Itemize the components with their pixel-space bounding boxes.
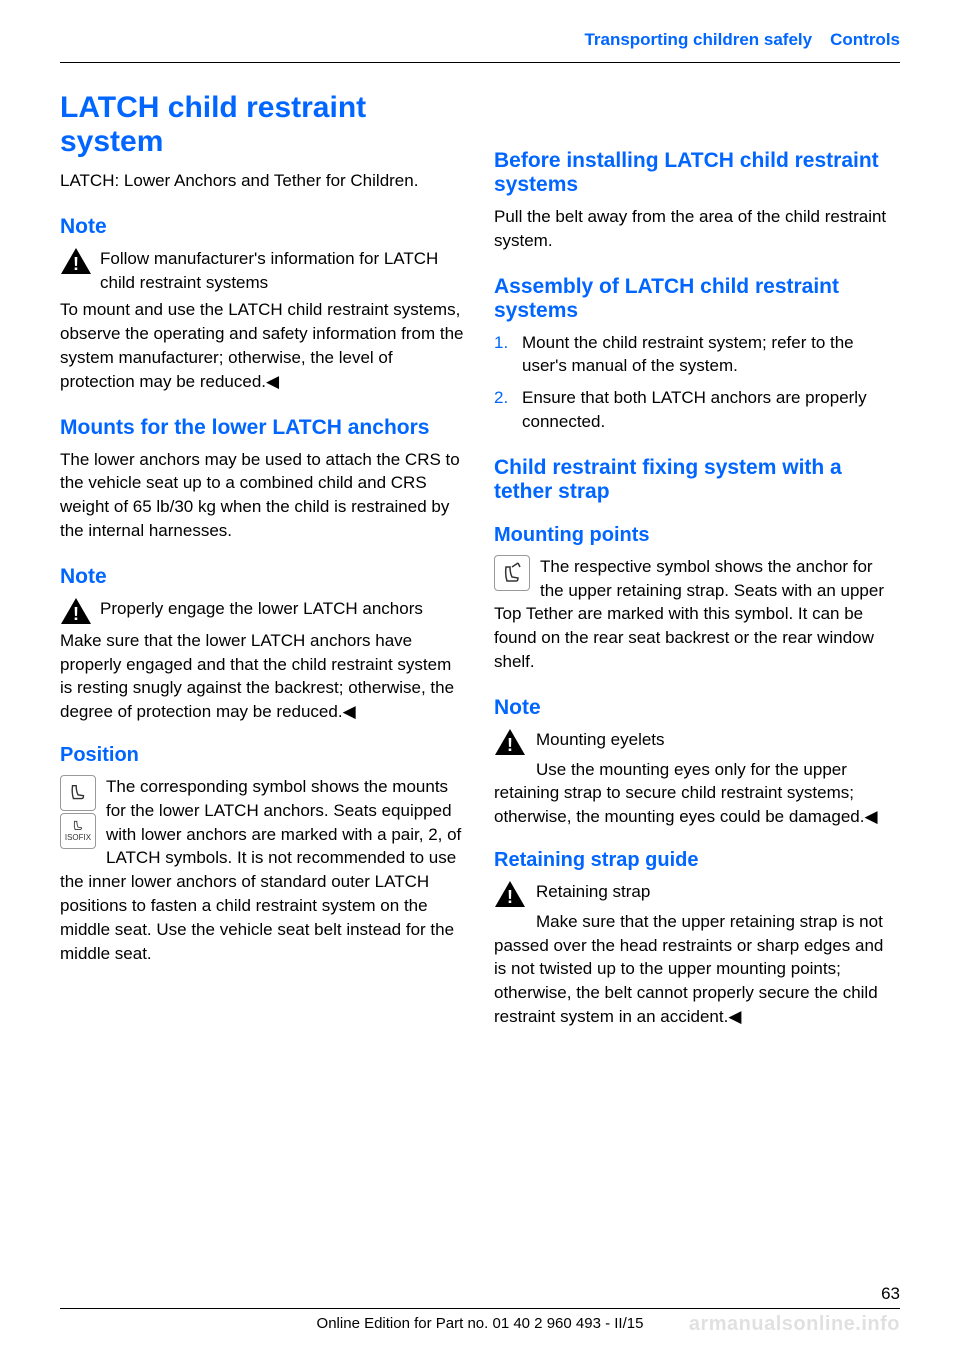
note1-body: To mount and use the LATCH child restrai…	[60, 298, 466, 393]
svg-text:!: !	[507, 735, 513, 755]
note3-warn-text: Mounting eyelets	[494, 728, 900, 752]
note2-body: Make sure that the lower LATCH anchors h…	[60, 629, 466, 724]
header-chapter: Transporting children safely	[584, 30, 812, 50]
note3-block: ! Mounting eyelets Use the mounting eyes…	[494, 728, 900, 829]
tether-symbol-icon	[494, 555, 530, 591]
note3-heading: Note	[494, 696, 900, 720]
content-columns: LATCH child restraint system LATCH: Lowe…	[0, 91, 960, 1035]
header-section: Controls	[830, 30, 900, 50]
mounts-body: The lower anchors may be used to attach …	[60, 448, 466, 543]
isofix-label: ISOFIX	[65, 833, 91, 842]
left-column: LATCH child restraint system LATCH: Lowe…	[60, 91, 466, 1035]
note2-heading: Note	[60, 565, 466, 589]
note3-body: Use the mounting eyes only for the up­pe…	[494, 758, 900, 829]
warning-icon: !	[494, 880, 526, 908]
intro-text: LATCH: Lower Anchors and Tether for Chil…	[60, 169, 466, 193]
svg-text:!: !	[73, 604, 79, 624]
footer-rule	[60, 1308, 900, 1309]
mounting-block: The respective symbol shows the an­chor …	[494, 555, 900, 674]
mounting-body: The respective symbol shows the an­chor …	[494, 555, 900, 674]
assembly-item-1: Mount the child restraint system; refer …	[494, 331, 900, 379]
note1-warn-text: Follow manufacturer's information for LA…	[100, 247, 466, 295]
retain-body: Make sure that the upper retaining strap…	[494, 910, 900, 1029]
assembly-item-2: Ensure that both LATCH anchors are prop­…	[494, 386, 900, 434]
note2-warning: ! Properly engage the lower LATCH an­cho…	[60, 597, 466, 625]
warning-icon: !	[60, 247, 92, 275]
position-heading: Position	[60, 744, 466, 767]
watermark: armanualsonline.info	[689, 1313, 900, 1336]
position-body: The corresponding symbol shows the mount…	[60, 775, 466, 965]
assembly-heading: Assembly of LATCH child restraint system…	[494, 275, 900, 323]
seat-symbol-icon	[60, 775, 96, 811]
page-title: LATCH child restraint system	[60, 91, 466, 159]
before-body: Pull the belt away from the area of the …	[494, 205, 900, 253]
header-rule	[60, 62, 900, 63]
position-block: ISOFIX The corresponding symbol shows th…	[60, 775, 466, 965]
note1-heading: Note	[60, 215, 466, 239]
page-number: 63	[60, 1284, 900, 1304]
page-header: Transporting children safely Controls	[0, 0, 960, 62]
retain-warn-text: Retaining strap	[494, 880, 900, 904]
mounts-heading: Mounts for the lower LATCH anchors	[60, 416, 466, 440]
svg-text:!: !	[507, 887, 513, 907]
retain-heading: Retaining strap guide	[494, 849, 900, 872]
mounting-heading: Mounting points	[494, 524, 900, 547]
note2-warn-text: Properly engage the lower LATCH an­chors	[100, 597, 466, 621]
note1-warning: ! Follow manufacturer's information for …	[60, 247, 466, 295]
warning-icon: !	[60, 597, 92, 625]
right-column: Before installing LATCH child restraint …	[494, 91, 900, 1035]
assembly-list: Mount the child restraint system; refer …	[494, 331, 900, 434]
warning-icon: !	[494, 728, 526, 756]
svg-text:!: !	[73, 254, 79, 274]
crfix-heading: Child restraint fixing system with a tet…	[494, 456, 900, 504]
before-heading: Before installing LATCH child restraint …	[494, 149, 900, 197]
isofix-symbol-icon: ISOFIX	[60, 813, 96, 849]
retain-block: ! Retaining strap Make sure that the upp…	[494, 880, 900, 1029]
